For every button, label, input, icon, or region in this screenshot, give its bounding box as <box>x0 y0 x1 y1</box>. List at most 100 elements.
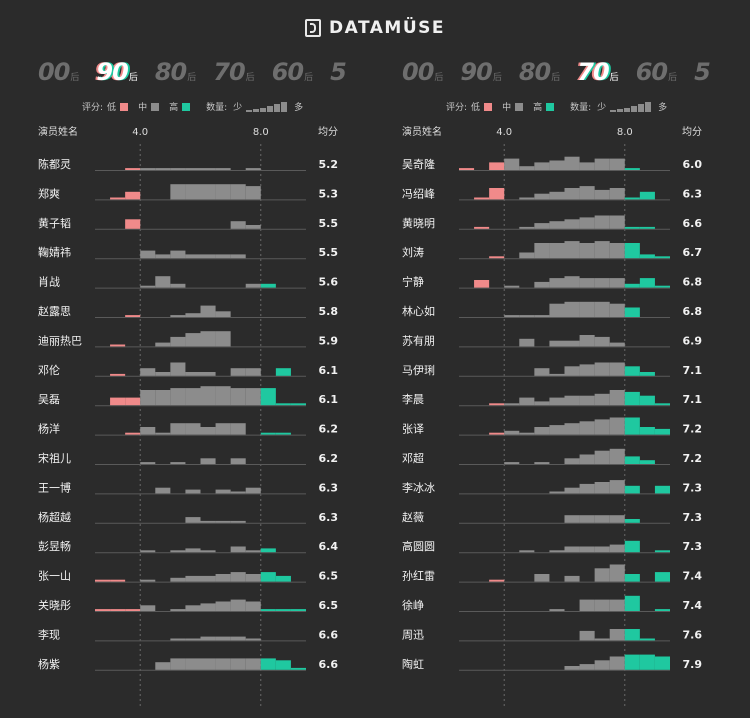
histogram-bar <box>200 372 216 376</box>
tab-decade-90[interactable]: 90 后 <box>96 58 137 86</box>
actor-name: 赵薇 <box>402 510 424 524</box>
histogram-bar <box>245 638 261 641</box>
legend-count-label: 数量: <box>570 103 592 113</box>
histogram-bar <box>504 158 520 170</box>
histogram-bar <box>170 609 186 611</box>
histogram-bar <box>624 485 640 494</box>
tab-decade-number: 5 <box>330 58 347 86</box>
actor-row: 陶虹 7.9 <box>402 654 702 671</box>
actor-row: 李现 6.6 <box>38 627 338 642</box>
avg-score: 7.3 <box>683 540 703 553</box>
histogram-bar <box>549 491 565 494</box>
histogram-bar <box>639 427 655 435</box>
histogram-bar <box>624 417 640 435</box>
actor-name: 鞠婧祎 <box>38 245 71 259</box>
histogram-bar <box>110 373 126 376</box>
histogram-bar <box>200 168 216 170</box>
legend-many-label: 多 <box>294 103 304 113</box>
avg-score: 6.6 <box>683 217 703 230</box>
actor-name: 张译 <box>402 423 424 436</box>
actor-name: 赵露思 <box>38 304 71 318</box>
histogram-bar <box>474 197 490 200</box>
histogram-bar <box>579 335 595 347</box>
histogram-bar <box>200 636 216 641</box>
histogram-bar <box>155 168 171 170</box>
legend-score-label: 评分: <box>446 103 468 113</box>
histogram-bar <box>579 599 595 611</box>
actor-row: 张一山 6.5 <box>38 570 338 583</box>
histogram-bar <box>95 609 111 611</box>
histogram-bar <box>654 285 670 288</box>
avg-score: 6.8 <box>683 276 703 289</box>
histogram-bar <box>170 168 186 170</box>
decade-tabs: 00 后 90 后 80 后 70 后 60 后 5 <box>402 58 714 92</box>
tab-decade-suffix: 后 <box>187 73 197 83</box>
histogram-bar <box>474 280 490 288</box>
histogram-bar <box>609 480 625 494</box>
tab-decade-60[interactable]: 60 后 <box>636 58 677 86</box>
histogram-bar <box>230 520 246 523</box>
histogram-bar <box>534 223 550 229</box>
histogram-bar <box>290 667 306 670</box>
actor-row: 李冰冰 7.3 <box>402 480 702 495</box>
histogram-bar <box>110 344 126 347</box>
avg-score: 5.2 <box>319 158 339 171</box>
histogram-bar <box>519 166 535 170</box>
tab-decade-60[interactable]: 60 后 <box>272 58 313 86</box>
histogram-bar <box>594 419 610 435</box>
tab-decade-80[interactable]: 80 后 <box>519 58 560 86</box>
avg-score: 5.5 <box>319 246 339 259</box>
histogram-bar <box>200 575 216 582</box>
histogram-bar <box>185 605 201 611</box>
histogram-bar <box>549 243 565 259</box>
tab-decade-00[interactable]: 00 后 <box>402 58 443 86</box>
histogram-bar <box>474 226 490 229</box>
avg-score: 6.5 <box>319 599 339 612</box>
histogram-bar <box>125 191 141 200</box>
avg-score: 6.8 <box>683 305 703 318</box>
histogram-bar <box>624 629 640 641</box>
tab-decade-5[interactable]: 5 <box>694 58 711 86</box>
tab-decade-90[interactable]: 90 后 <box>460 58 501 86</box>
histogram-bar <box>140 285 156 288</box>
histogram-bar <box>170 362 186 376</box>
actor-row: 肖战 5.6 <box>38 275 338 289</box>
histogram-bar <box>579 630 595 641</box>
histogram-bar <box>654 656 670 670</box>
tab-decade-70[interactable]: 70 后 <box>213 58 254 86</box>
chart-left: 演员姓名 均分 4.0 8.0 陈都灵 5.2 郑爽 5.3 黄子韬 5.5 鞠婧祎 5.5 肖战 5.6… <box>38 125 339 706</box>
histogram-bar <box>125 432 141 435</box>
actor-name: 林心如 <box>402 304 435 318</box>
histogram-bar <box>609 544 625 553</box>
histogram-bar <box>215 658 231 670</box>
histogram-bar <box>624 595 640 611</box>
actor-row: 杨紫 6.6 <box>38 657 338 671</box>
histogram-bar <box>579 664 595 670</box>
histogram-bar <box>459 168 475 170</box>
actor-name: 苏有朋 <box>402 333 435 347</box>
tab-decade-00[interactable]: 00 后 <box>38 58 79 86</box>
histogram-bar <box>534 368 550 376</box>
histogram-bar <box>609 362 625 376</box>
legend-high-label: 高 <box>533 103 543 113</box>
histogram-bar <box>549 191 565 200</box>
avg-score: 7.4 <box>683 570 703 583</box>
tab-decade-suffix: 后 <box>245 73 255 83</box>
avg-score: 7.6 <box>683 628 703 641</box>
histogram-bar <box>200 550 216 553</box>
tab-decade-70[interactable]: 70 后 <box>577 58 618 86</box>
column-header-avg: 均分 <box>318 126 338 138</box>
actor-name: 刘涛 <box>402 245 424 259</box>
histogram-bar <box>609 515 625 523</box>
tab-decade-number: 80 <box>154 58 187 86</box>
histogram-bar <box>215 311 231 317</box>
histogram-bar <box>534 401 550 406</box>
histogram-bar <box>275 660 291 670</box>
histogram-bar <box>549 221 565 229</box>
tab-decade-suffix: 后 <box>551 73 561 83</box>
tab-decade-5[interactable]: 5 <box>330 58 347 86</box>
actor-name: 李晨 <box>402 392 424 406</box>
tab-decade-80[interactable]: 80 后 <box>155 58 196 86</box>
histogram-bar <box>200 658 216 670</box>
histogram-bar <box>110 397 126 406</box>
